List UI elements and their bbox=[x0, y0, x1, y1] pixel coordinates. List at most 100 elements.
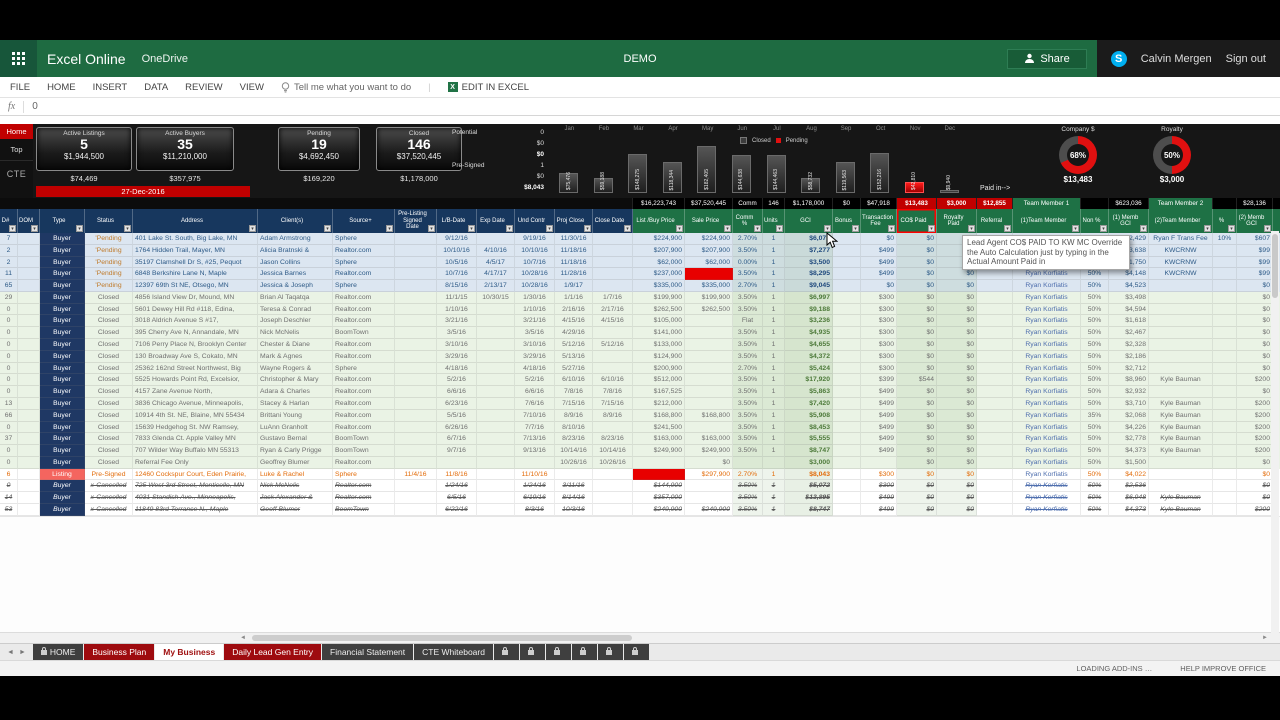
cell-source[interactable]: BoomTown bbox=[333, 445, 395, 457]
cell-bonus[interactable] bbox=[833, 480, 861, 493]
cell-list[interactable]: $133,000 bbox=[633, 339, 685, 351]
cell-ref[interactable] bbox=[977, 456, 1013, 469]
cell-units[interactable]: 1 bbox=[763, 280, 785, 292]
cell-address[interactable]: 25362 162nd Street Northwest, Big bbox=[133, 362, 258, 375]
cell-address[interactable]: 707 Wilder Way Buffalo MN 55313 bbox=[133, 445, 258, 457]
cell-tfee[interactable]: $300 bbox=[861, 303, 897, 316]
cell-tm1[interactable]: Ryan Korfiatis bbox=[1013, 374, 1081, 387]
cell-pct2[interactable] bbox=[1213, 350, 1237, 363]
cell-list[interactable]: $207,900 bbox=[633, 244, 685, 257]
cell-gci[interactable]: $9,188 bbox=[785, 303, 833, 316]
cell-dn[interactable]: 2 bbox=[0, 256, 18, 269]
cell-type[interactable]: Buyer bbox=[40, 327, 85, 340]
onedrive-link[interactable]: OneDrive bbox=[141, 52, 189, 65]
cell-bonus[interactable] bbox=[833, 315, 861, 328]
total-list[interactable]: $16,223,743 bbox=[633, 198, 685, 209]
filter-icon[interactable]: ▾ bbox=[9, 225, 16, 232]
cell-dn[interactable]: 53 bbox=[0, 503, 18, 516]
cell-gci1[interactable]: $2,712 bbox=[1109, 362, 1149, 375]
cell-dn[interactable]: 0 bbox=[0, 386, 18, 398]
cell-ref[interactable] bbox=[977, 421, 1013, 434]
cell-units[interactable]: 1 bbox=[763, 362, 785, 375]
cell-source[interactable]: Sphere bbox=[333, 280, 395, 292]
cell-address[interactable]: 35197 Clamshell Dr S, #25, Pequot bbox=[133, 256, 258, 269]
cell-list[interactable]: $167,525 bbox=[633, 386, 685, 398]
cell-gci1[interactable]: $3,710 bbox=[1109, 397, 1149, 410]
header-gci1[interactable]: (1) Memb GCI ▾ bbox=[1109, 209, 1149, 233]
cell-tm2[interactable]: Kyle Bauman bbox=[1149, 492, 1213, 504]
cell-cos[interactable]: $0 bbox=[897, 409, 937, 422]
cell-lb[interactable]: 11/1/15 bbox=[437, 291, 477, 304]
cell-gci[interactable]: $13,895 bbox=[785, 492, 833, 504]
cell-ref[interactable] bbox=[977, 468, 1013, 481]
cell-ref[interactable] bbox=[977, 374, 1013, 387]
cell-list[interactable]: $237,000 bbox=[633, 268, 685, 281]
cell-units[interactable]: 1 bbox=[763, 291, 785, 304]
cell-pct2[interactable] bbox=[1213, 386, 1237, 398]
cell-comm[interactable]: 3.50% bbox=[733, 327, 763, 340]
cell-ref[interactable] bbox=[977, 315, 1013, 328]
cell-und[interactable]: 8/3/16 bbox=[515, 503, 555, 516]
cell-close[interactable]: 4/15/16 bbox=[593, 315, 633, 328]
cell-tm2[interactable]: KWCRNW bbox=[1149, 256, 1213, 269]
cell-cos[interactable]: $0 bbox=[897, 339, 937, 351]
header-list[interactable]: List /Buy Price ▾ bbox=[633, 209, 685, 233]
cell-sale[interactable]: $249,900 bbox=[685, 503, 733, 516]
cell-bonus[interactable] bbox=[833, 291, 861, 304]
cell-bonus[interactable] bbox=[833, 409, 861, 422]
cell-comm[interactable]: 2.70% bbox=[733, 233, 763, 245]
cell-und[interactable]: 1/24/16 bbox=[515, 480, 555, 493]
header-dom[interactable]: DOM ▾ bbox=[18, 209, 40, 233]
cell-proj[interactable]: 10/26/16 bbox=[555, 456, 593, 469]
cell-pct1[interactable]: 50% bbox=[1081, 386, 1109, 398]
cell-royal[interactable]: $0 bbox=[937, 503, 977, 516]
cell-ref[interactable] bbox=[977, 362, 1013, 375]
cell-list[interactable]: $144,900 bbox=[633, 480, 685, 493]
cell-source[interactable]: Sphere bbox=[333, 233, 395, 245]
cell-address[interactable]: 5525 Howards Point Rd, Excelsior, bbox=[133, 374, 258, 387]
cell-address[interactable]: 3836 Chicago Avenue, Minneapolis, bbox=[133, 397, 258, 410]
filter-icon[interactable]: ▾ bbox=[324, 225, 331, 232]
cell-type[interactable]: Buyer bbox=[40, 315, 85, 328]
cell-sale[interactable] bbox=[685, 350, 733, 363]
cell-dom[interactable] bbox=[18, 409, 40, 422]
cell-client[interactable]: Joseph Deschler bbox=[258, 315, 333, 328]
share-button[interactable]: Share bbox=[1007, 48, 1087, 69]
cell-comm[interactable]: 3.50% bbox=[733, 386, 763, 398]
cell-und[interactable]: 4/18/16 bbox=[515, 362, 555, 375]
cell-psd[interactable]: 11/4/16 bbox=[395, 468, 437, 481]
filter-icon[interactable]: ▾ bbox=[852, 225, 859, 232]
cell-sale[interactable]: $335,000 bbox=[685, 280, 733, 292]
cell-source[interactable]: BoomTown bbox=[333, 327, 395, 340]
cell-dom[interactable] bbox=[18, 468, 40, 481]
cell-comm[interactable]: Flat bbox=[733, 315, 763, 328]
cell-tm1[interactable]: Ryan Korfiatis bbox=[1013, 433, 1081, 446]
cell-royal[interactable]: $0 bbox=[937, 291, 977, 304]
cell-gci[interactable]: $5,863 bbox=[785, 386, 833, 398]
cell-dom[interactable] bbox=[18, 456, 40, 469]
cell-status[interactable]: 'Pending bbox=[85, 233, 133, 245]
nav-top[interactable]: Top bbox=[0, 139, 33, 161]
filter-icon[interactable]: ▾ bbox=[824, 225, 831, 232]
sheet-tab-business-plan[interactable]: Business Plan bbox=[84, 644, 155, 660]
cell-ref[interactable] bbox=[977, 303, 1013, 316]
cell-comm[interactable]: 3.50% bbox=[733, 445, 763, 457]
cell-gci[interactable]: $5,424 bbox=[785, 362, 833, 375]
cell-dom[interactable] bbox=[18, 244, 40, 257]
cell-dn[interactable]: 0 bbox=[0, 303, 18, 316]
cell-tfee[interactable]: $499 bbox=[861, 386, 897, 398]
cell-pct1[interactable]: 50% bbox=[1081, 468, 1109, 481]
cell-status[interactable]: 'Pending bbox=[85, 244, 133, 257]
cell-close[interactable]: 8/9/16 bbox=[593, 409, 633, 422]
cell-sale[interactable]: $224,900 bbox=[685, 233, 733, 245]
cell-tm1[interactable]: Ryan Korfiatis bbox=[1013, 492, 1081, 504]
cell-source[interactable]: Realtor.com bbox=[333, 421, 395, 434]
cell-exp[interactable] bbox=[477, 445, 515, 457]
cell-address[interactable]: 6848 Berkshire Lane N, Maple bbox=[133, 268, 258, 281]
cell-gci2[interactable]: $99 bbox=[1237, 256, 1273, 269]
cell-pct2[interactable] bbox=[1213, 374, 1237, 387]
cell-client[interactable]: LuAnn Granholt bbox=[258, 421, 333, 434]
cell-tm2[interactable]: Kyle Bauman bbox=[1149, 397, 1213, 410]
cell-bonus[interactable] bbox=[833, 456, 861, 469]
cell-psd[interactable] bbox=[395, 291, 437, 304]
